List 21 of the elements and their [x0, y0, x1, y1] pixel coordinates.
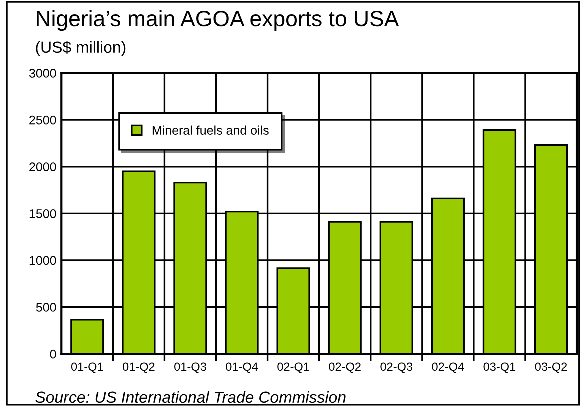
chart-subtitle: (US$ million): [36, 41, 126, 56]
x-tick-label: 02-Q1: [278, 362, 310, 374]
y-tick-label: 2000: [30, 162, 56, 172]
y-tick-label: 0: [50, 350, 56, 359]
x-tick-label: 02-Q2: [329, 362, 361, 374]
x-tick-label: 02-Q3: [380, 362, 413, 374]
x-tick-label: 01-Q2: [123, 362, 155, 374]
y-tick-label: 1000: [30, 256, 56, 266]
source-note: Source: US International Trade Commission: [36, 391, 346, 404]
y-tick-label: 500: [36, 303, 56, 312]
x-tick-label: 03-Q2: [535, 362, 568, 374]
y-tick-label: 3000: [29, 69, 56, 78]
x-tick-label: 01-Q3: [174, 362, 206, 374]
x-tick-label: 01-Q1: [71, 362, 104, 374]
x-tick-label: 03-Q1: [484, 362, 516, 374]
y-tick-label: 1500: [30, 209, 56, 218]
y-tick-label: 2500: [30, 116, 56, 125]
legend-label: Mineral fuels and oils: [152, 126, 269, 135]
chart-title: Nigeria’s main AGOA exports to USA: [37, 10, 400, 32]
x-tick-label: 02-Q4: [432, 362, 464, 374]
x-tick-label: 01-Q4: [226, 362, 258, 374]
